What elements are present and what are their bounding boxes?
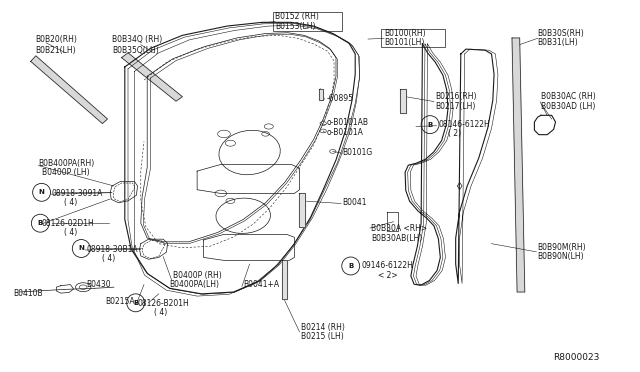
Text: B0041+A: B0041+A [243, 280, 279, 289]
Text: B0B30A <RH>: B0B30A <RH> [371, 224, 428, 233]
Text: B0214 (RH): B0214 (RH) [301, 323, 345, 332]
Text: 08146-6122H: 08146-6122H [438, 120, 490, 129]
Text: B0B30AC (RH): B0B30AC (RH) [541, 92, 596, 101]
Text: B0215 (LH): B0215 (LH) [301, 332, 344, 341]
Text: B0B20(RH): B0B20(RH) [35, 35, 77, 44]
Text: B: B [348, 263, 353, 269]
Text: R8000023: R8000023 [554, 353, 600, 362]
Polygon shape [31, 56, 108, 124]
Polygon shape [512, 38, 525, 292]
Text: B0B30S(RH): B0B30S(RH) [538, 29, 584, 38]
Text: 08918-3091A: 08918-3091A [51, 189, 102, 198]
Text: B0101(LH): B0101(LH) [384, 38, 424, 47]
Text: B0041: B0041 [342, 198, 367, 207]
Text: ( 2): ( 2) [448, 129, 461, 138]
Polygon shape [400, 89, 406, 113]
Text: B0217(LH): B0217(LH) [435, 102, 476, 110]
Text: 08918-30B1A: 08918-30B1A [86, 245, 138, 254]
Text: B: B [38, 220, 43, 226]
Text: B0B90N(LH): B0B90N(LH) [538, 252, 584, 261]
Text: B0B400PA(RH): B0B400PA(RH) [38, 159, 95, 168]
Text: B0152 (RH): B0152 (RH) [275, 12, 319, 21]
Text: ( 4): ( 4) [64, 228, 77, 237]
Text: B0216(RH): B0216(RH) [435, 92, 477, 101]
Text: B0400P (LH): B0400P (LH) [42, 169, 89, 177]
Text: B0400PA(LH): B0400PA(LH) [170, 280, 220, 289]
Text: ( 4): ( 4) [154, 308, 167, 317]
Text: -60895: -60895 [326, 94, 353, 103]
Text: 08126-B201H: 08126-B201H [138, 299, 189, 308]
Text: B0410B: B0410B [13, 289, 42, 298]
Text: B0B30AB(LH): B0B30AB(LH) [371, 234, 422, 243]
Text: B0100(RH): B0100(RH) [384, 29, 426, 38]
Polygon shape [299, 193, 305, 227]
Text: ( 4): ( 4) [64, 198, 77, 207]
Text: B0430: B0430 [86, 280, 111, 289]
Text: B0B21(LH): B0B21(LH) [35, 46, 76, 55]
Polygon shape [122, 53, 182, 101]
Polygon shape [282, 260, 287, 299]
Text: N: N [38, 189, 45, 195]
Text: B0400P (RH): B0400P (RH) [173, 271, 221, 280]
Text: ( 4): ( 4) [102, 254, 116, 263]
Text: B: B [428, 122, 433, 128]
Text: B0B31(LH): B0B31(LH) [538, 38, 579, 47]
Text: < 2>: < 2> [378, 271, 397, 280]
Text: B0215A: B0215A [106, 297, 135, 306]
Text: 09146-6122H: 09146-6122H [362, 262, 413, 270]
Text: o-B0101AB: o-B0101AB [326, 118, 369, 127]
Text: B0B35Q(LH): B0B35Q(LH) [112, 46, 159, 55]
Text: N: N [78, 246, 84, 251]
Text: B0B90M(RH): B0B90M(RH) [538, 243, 586, 252]
Text: B0101G: B0101G [342, 148, 372, 157]
Text: B0B30AD (LH): B0B30AD (LH) [541, 102, 595, 110]
Text: B0B34Q (RH): B0B34Q (RH) [112, 35, 163, 44]
Text: B: B [133, 300, 138, 306]
Text: o-B0101A: o-B0101A [326, 128, 364, 137]
Polygon shape [319, 89, 323, 100]
Text: 08126-02D1H: 08126-02D1H [42, 219, 94, 228]
Text: B0153(LH): B0153(LH) [275, 22, 316, 31]
